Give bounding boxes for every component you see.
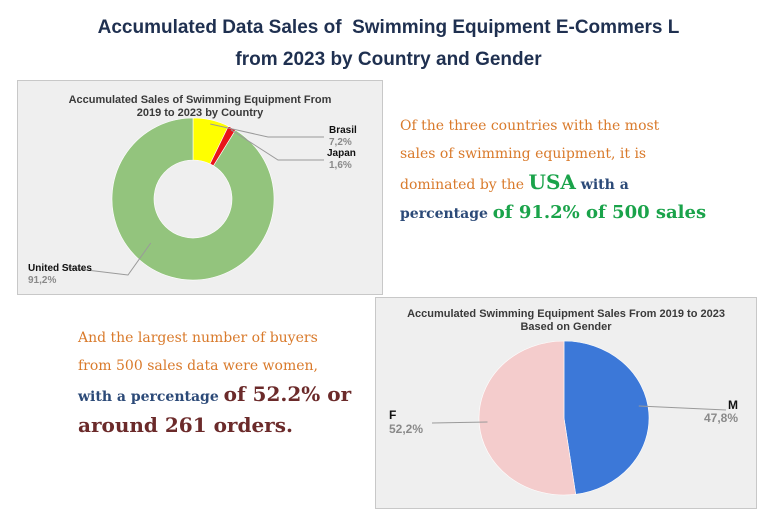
leader-f <box>431 421 488 424</box>
page-title-line2: from 2023 by Country and Gender <box>235 49 542 70</box>
leader-m <box>638 405 727 411</box>
label-f-name: F <box>389 408 396 422</box>
country-chart-title-line2: 2019 to 2023 by Country <box>136 107 264 119</box>
gender-narrative-percentage: of 52.2% or <box>223 382 352 406</box>
gender-narrative-line2: from 500 sales data were women, <box>78 358 318 374</box>
country-narrative-line4-pre: percentage <box>400 206 493 222</box>
country-slice-united-states <box>111 117 275 281</box>
gender-slice-f <box>478 340 577 496</box>
country-narrative-line1: Of the three countries with the most <box>400 118 660 134</box>
country-narrative-line4: percentage of 91.2% of 500 sales <box>400 199 760 228</box>
country-narrative-usa: USA <box>528 170 576 194</box>
gender-narrative-line4: around 261 orders. <box>78 413 293 437</box>
country-chart-title-line1: Accumulated Sales of Swimming Equipment … <box>68 94 332 106</box>
leader-japan <box>230 129 324 161</box>
label-us-value: 91,2% <box>28 275 56 286</box>
leader-brasil <box>210 123 324 138</box>
country-donut-svg: Brasil 7,2% Japan 1,6% United States 91,… <box>28 117 357 286</box>
label-brasil-value: 7,2% <box>329 137 352 148</box>
label-japan-name: Japan <box>327 148 356 159</box>
country-narrative-line3-pre: dominated by the <box>400 177 529 193</box>
country-donut-chart: Accumulated Sales of Swimming Equipment … <box>17 80 383 295</box>
country-narrative-line3: dominated by the USA with a <box>400 168 760 199</box>
gender-narrative: And the largest number of buyers from 50… <box>78 324 378 439</box>
gender-narrative-line3: with a percentage of 52.2% or <box>78 380 378 411</box>
label-japan-value: 1,6% <box>329 160 352 171</box>
label-brasil-name: Brasil <box>329 125 357 136</box>
country-narrative-line3-post: with a <box>575 177 629 193</box>
leader-us <box>61 242 152 276</box>
country-narrative-line2: sales of swimming equipment, it is <box>400 146 647 162</box>
country-narrative: Of the three countries with the most sal… <box>400 112 760 228</box>
gender-pie-svg: M 47,8% F 52,2% <box>389 340 738 496</box>
gender-chart-title: Accumulated Swimming Equipment Sales Fro… <box>376 308 756 334</box>
country-narrative-percentage: of 91.2% of 500 sales <box>492 202 707 223</box>
gender-narrative-line1: And the largest number of buyers <box>78 330 318 346</box>
page-title: Accumulated Data Sales of Swimming Equip… <box>0 12 777 76</box>
label-us-name: United States <box>28 263 92 274</box>
page-title-line1: Accumulated Data Sales of Swimming Equip… <box>97 17 680 38</box>
gender-chart-title-line2: Based on Gender <box>520 321 612 333</box>
gender-slice-m <box>563 340 650 495</box>
country-chart-title: Accumulated Sales of Swimming Equipment … <box>18 94 382 120</box>
label-m-name: M <box>728 398 738 412</box>
gender-chart-title-line1: Accumulated Swimming Equipment Sales Fro… <box>407 308 725 320</box>
gender-narrative-line3-pre: with a percentage <box>78 389 224 405</box>
gender-pie-chart: Accumulated Swimming Equipment Sales Fro… <box>375 297 757 509</box>
label-f-value: 52,2% <box>389 422 423 436</box>
label-m-value: 47,8% <box>704 411 738 425</box>
